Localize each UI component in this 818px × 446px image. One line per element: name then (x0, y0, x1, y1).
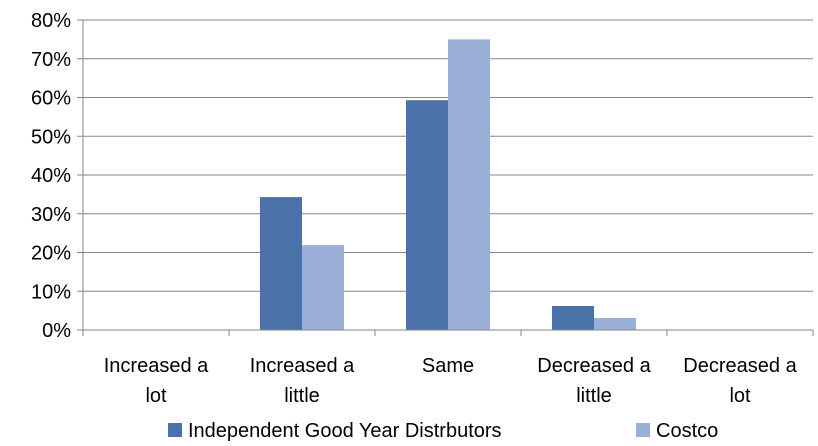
x-category-label: lot (145, 385, 167, 407)
axes (82, 20, 813, 331)
x-category-label: Decreased a (537, 355, 651, 377)
x-category-label: Decreased a (683, 355, 797, 377)
bar-series2-cat2 (302, 245, 344, 330)
y-tick-label: 40% (31, 165, 71, 187)
legend-label: Independent Good Year Distrbutors (188, 420, 502, 442)
bar-series2-cat4 (594, 317, 636, 330)
legend-label: Costco (656, 420, 718, 442)
bar-series1-cat4 (552, 305, 594, 330)
x-category-label: Increased a (250, 355, 355, 377)
legend: Independent Good Year Distrbutors Costco (168, 420, 718, 442)
x-category-label: Same (422, 355, 474, 377)
x-category-label: Increased a (104, 355, 209, 377)
y-tick-label: 10% (31, 281, 71, 303)
y-tick-label: 70% (31, 49, 71, 71)
legend-swatch (636, 423, 650, 437)
bar-series1-cat3 (406, 100, 448, 331)
x-axis-ticks: Increased a lot Increased a little Same Decre… (82, 330, 814, 407)
x-category-label: little (576, 385, 612, 407)
legend-swatch (168, 423, 182, 437)
bar-series1-cat2 (260, 197, 302, 330)
bar-series2-cat3 (448, 39, 490, 330)
x-category-label: little (284, 385, 320, 407)
y-axis-ticks: 0% 10% 20% 30% 40% 50% 60% 70% 80% (31, 10, 83, 342)
y-tick-label: 20% (31, 243, 71, 265)
bars (260, 39, 636, 331)
y-tick-label: 30% (31, 204, 71, 226)
x-category-label: lot (729, 385, 751, 407)
y-tick-label: 80% (31, 10, 71, 32)
y-tick-label: 50% (31, 126, 71, 148)
y-tick-label: 60% (31, 88, 71, 110)
y-tick-label: 0% (42, 320, 71, 342)
